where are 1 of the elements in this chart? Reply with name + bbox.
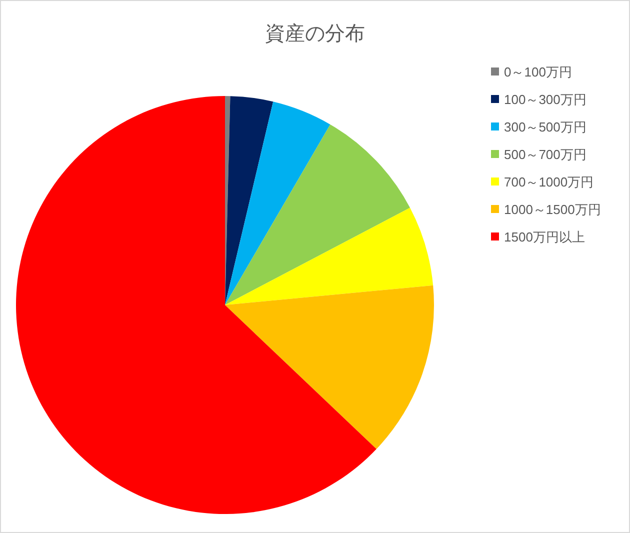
title: 資産の分布: [265, 23, 365, 45]
